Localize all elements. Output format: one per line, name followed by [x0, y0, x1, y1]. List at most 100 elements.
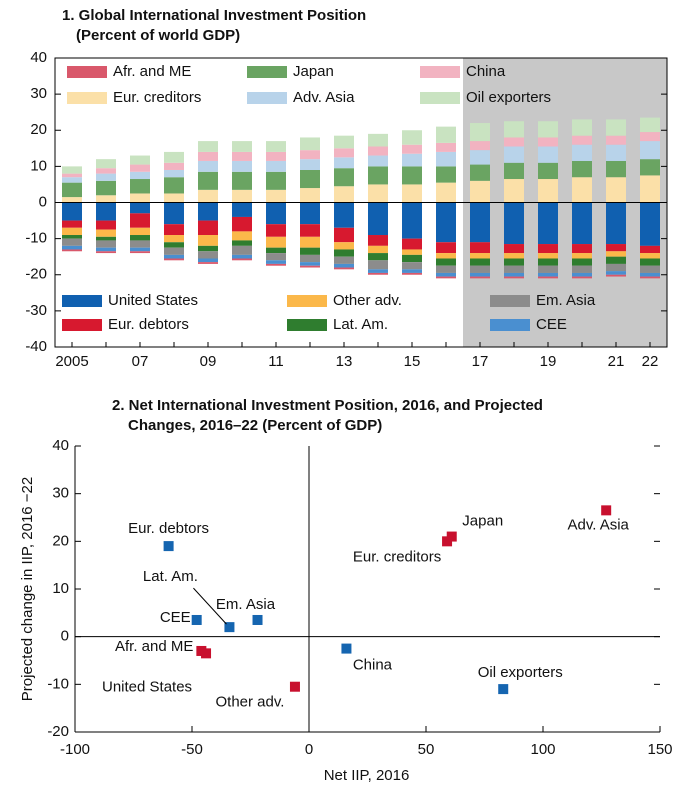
x-tick-label: 11	[268, 353, 284, 370]
bar-segment	[300, 262, 320, 266]
bar-segment	[334, 242, 354, 250]
bar-segment	[572, 265, 592, 273]
legend-swatch	[247, 92, 287, 104]
x-tick-label: 15	[404, 353, 421, 370]
bar-segment	[538, 276, 558, 279]
x-tick-label: 50	[418, 741, 435, 758]
legend-label: United States	[108, 292, 198, 309]
bar-segment	[334, 249, 354, 257]
bar-segment	[62, 220, 82, 228]
bar-segment	[606, 177, 626, 203]
bar-segment	[130, 247, 150, 252]
bar-segment	[62, 249, 82, 252]
y-tick-label: -10	[47, 675, 69, 692]
bar-segment	[62, 235, 82, 239]
bar-segment	[368, 202, 388, 236]
legend-swatch	[490, 319, 530, 331]
bar-segment	[130, 213, 150, 228]
bar-segment	[368, 155, 388, 167]
point-label: Eur. creditors	[353, 548, 441, 565]
bar-segment	[538, 202, 558, 245]
bar-segment	[368, 269, 388, 273]
point	[201, 648, 212, 659]
y-tick-label: 40	[52, 437, 69, 454]
bar-segment	[96, 168, 116, 174]
bar-segment	[232, 160, 252, 172]
bar-segment	[436, 265, 456, 273]
legend-label: Em. Asia	[536, 292, 596, 309]
y-tick-label: 30	[52, 485, 69, 502]
bar-segment	[402, 272, 422, 275]
point	[191, 614, 202, 625]
y-tick-label: -20	[47, 723, 69, 740]
bar-segment	[164, 224, 184, 236]
bar-segment	[96, 195, 116, 203]
bar-segment	[232, 216, 252, 232]
bar-segment	[368, 253, 388, 261]
bar-segment	[606, 263, 626, 272]
bar-segment	[538, 146, 558, 163]
bar-segment	[436, 142, 456, 152]
point-label: Eur. debtors	[128, 520, 209, 537]
point-label: United States	[102, 678, 192, 695]
bar-segment	[640, 272, 660, 277]
bar-segment	[198, 262, 218, 264]
y-tick-label: -20	[25, 266, 47, 283]
bar-segment	[504, 179, 524, 203]
y-tick-label: 20	[30, 121, 47, 138]
bar-segment	[504, 272, 524, 277]
bar-segment	[572, 244, 592, 254]
bar-segment	[232, 240, 252, 246]
bar-segment	[640, 265, 660, 273]
bar-segment	[606, 271, 626, 275]
bar-segment	[436, 166, 456, 183]
point-label: Afr. and ME	[115, 638, 193, 655]
bar-segment	[368, 133, 388, 147]
legend-swatch	[287, 319, 327, 331]
bar-segment	[402, 269, 422, 273]
bar-segment	[504, 276, 524, 279]
bar-segment	[606, 135, 626, 145]
bar-segment	[640, 258, 660, 266]
x-tick-label: 22	[642, 353, 659, 370]
point-label: Lat. Am.	[143, 568, 198, 585]
point-label: CEE	[160, 609, 191, 626]
bar-segment	[96, 240, 116, 248]
bar-segment	[538, 179, 558, 203]
bar-segment	[232, 231, 252, 241]
bar-segment	[164, 169, 184, 178]
bar-segment	[266, 224, 286, 237]
bar-segment	[402, 249, 422, 255]
bar-segment	[640, 159, 660, 176]
bar-segment	[368, 245, 388, 254]
bar-segment	[96, 173, 116, 181]
bar-segment	[130, 193, 150, 203]
bar-segment	[62, 197, 82, 203]
bar-segment	[470, 242, 490, 254]
bar-segment	[96, 159, 116, 169]
bar-segment	[334, 135, 354, 149]
legend-label: China	[466, 63, 506, 80]
bar-segment	[572, 258, 592, 266]
x-tick-label: 21	[608, 353, 625, 370]
bar-segment	[266, 253, 286, 261]
bar-segment	[198, 258, 218, 263]
bar-segment	[402, 153, 422, 167]
bar-segment	[334, 263, 354, 268]
bar-segment	[402, 144, 422, 154]
bar-segment	[232, 151, 252, 161]
bar-segment	[572, 177, 592, 203]
bar-segment	[504, 244, 524, 254]
legend-label: CEE	[536, 316, 567, 333]
bar-segment	[62, 245, 82, 250]
bar-segment	[62, 177, 82, 183]
bar-segment	[130, 240, 150, 248]
legend-label: Afr. and ME	[113, 63, 191, 80]
bar-segment	[470, 164, 490, 181]
point	[601, 505, 612, 516]
bar-segment	[198, 189, 218, 203]
bar-segment	[266, 141, 286, 152]
chart-subtitle: Changes, 2016–22 (Percent of GDP)	[128, 417, 382, 434]
bar-segment	[164, 242, 184, 248]
